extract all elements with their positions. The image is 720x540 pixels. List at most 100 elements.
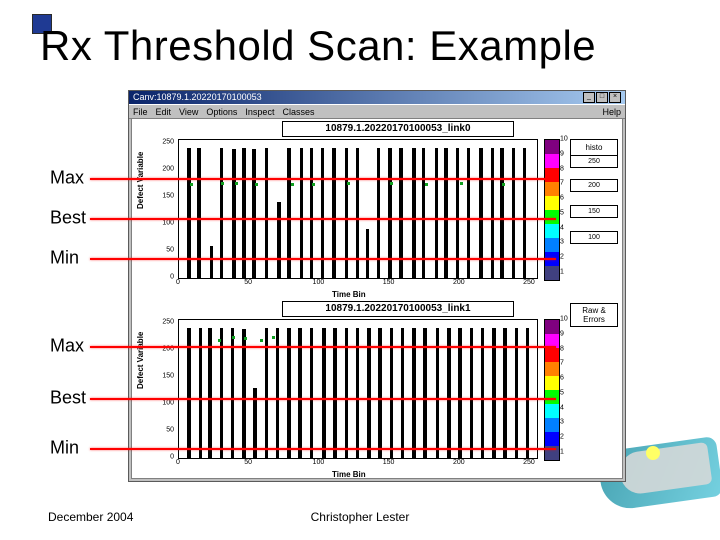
x-axis-label: Time Bin bbox=[332, 290, 366, 299]
window-title: Canv:10879.1.20220170100053 bbox=[133, 91, 262, 104]
annotation-line bbox=[90, 178, 556, 180]
colorbar-tick: 1 bbox=[560, 449, 564, 456]
data-bar bbox=[366, 229, 370, 278]
window-titlebar[interactable]: Canv:10879.1.20220170100053 _ □ × bbox=[129, 91, 625, 104]
y-tick: 200 bbox=[156, 165, 174, 172]
annotation-line bbox=[90, 398, 556, 400]
annotation-label: Min bbox=[50, 248, 79, 269]
close-icon[interactable]: × bbox=[609, 92, 621, 103]
data-bar bbox=[210, 246, 214, 278]
colorbar-tick: 2 bbox=[560, 254, 564, 261]
y-tick: 100 bbox=[156, 219, 174, 226]
colorbar-tick: 8 bbox=[560, 345, 564, 352]
marker-dot bbox=[221, 182, 224, 185]
y-tick: 50 bbox=[156, 246, 174, 253]
x-tick: 100 bbox=[313, 279, 325, 286]
colorbar-tick: 5 bbox=[560, 389, 564, 396]
marker-dot bbox=[190, 183, 193, 186]
colorbar-tick: 4 bbox=[560, 224, 564, 231]
y-tick: 250 bbox=[156, 318, 174, 325]
root-canvas: 10879.1.20220170100053_link0 Defect Varia… bbox=[131, 118, 623, 479]
marker-dot bbox=[291, 183, 294, 186]
annotation-line bbox=[90, 218, 556, 220]
annotation-label: Best bbox=[50, 208, 86, 229]
maximize-icon[interactable]: □ bbox=[596, 92, 608, 103]
marker-dot bbox=[260, 339, 263, 342]
plot-title: 10879.1.20220170100053_link1 bbox=[282, 301, 514, 317]
marker-dot bbox=[502, 183, 505, 186]
menu-item[interactable]: Options bbox=[206, 107, 237, 117]
annotation-label: Best bbox=[50, 388, 86, 409]
x-tick: 150 bbox=[383, 279, 395, 286]
x-tick: 150 bbox=[383, 459, 395, 466]
stats-box: 150 bbox=[570, 205, 618, 218]
y-tick: 50 bbox=[156, 426, 174, 433]
colorbar-tick: 7 bbox=[560, 180, 564, 187]
stats-box: 250 bbox=[570, 155, 618, 168]
menu-item[interactable]: Inspect bbox=[245, 107, 274, 117]
x-tick: 0 bbox=[176, 279, 180, 286]
marker-dot bbox=[390, 182, 393, 185]
x-tick: 200 bbox=[453, 459, 465, 466]
y-axis-label: Defect Variable bbox=[136, 332, 145, 389]
marker-dot bbox=[460, 182, 463, 185]
marker-dot bbox=[425, 183, 428, 186]
window-menubar: File Edit View Options Inspect Classes H… bbox=[129, 104, 625, 119]
x-tick: 0 bbox=[176, 459, 180, 466]
colorbar-tick: 3 bbox=[560, 239, 564, 246]
data-bar bbox=[277, 202, 281, 278]
marker-dot bbox=[255, 183, 258, 186]
annotation-label: Min bbox=[50, 438, 79, 459]
x-tick: 100 bbox=[313, 459, 325, 466]
colorbar-tick: 7 bbox=[560, 360, 564, 367]
annotation-line bbox=[90, 448, 556, 450]
stats-box: 200 bbox=[570, 179, 618, 192]
colorbar-tick: 2 bbox=[560, 434, 564, 441]
x-tick: 50 bbox=[244, 459, 252, 466]
colorbar-tick: 9 bbox=[560, 150, 564, 157]
slide: Rx Threshold Scan: Example Canv:10879.1.… bbox=[0, 0, 720, 540]
plot-title: 10879.1.20220170100053_link0 bbox=[282, 121, 514, 137]
x-tick: 250 bbox=[523, 279, 535, 286]
marker-dot bbox=[312, 183, 315, 186]
colorbar-tick: 3 bbox=[560, 419, 564, 426]
colorbar-tick: 10 bbox=[560, 316, 568, 323]
stats-box: Raw & Errors bbox=[570, 303, 618, 327]
x-tick: 250 bbox=[523, 459, 535, 466]
y-tick: 150 bbox=[156, 372, 174, 379]
marker-dot bbox=[232, 336, 235, 339]
menu-item[interactable]: File bbox=[133, 107, 148, 117]
marker-dot bbox=[235, 182, 238, 185]
x-tick: 50 bbox=[244, 279, 252, 286]
colorbar-tick: 10 bbox=[560, 136, 568, 143]
stats-box: 100 bbox=[570, 231, 618, 244]
marker-dot bbox=[272, 336, 275, 339]
menu-item[interactable]: View bbox=[179, 107, 198, 117]
footer-date: December 2004 bbox=[48, 510, 133, 524]
annotation-label: Max bbox=[50, 336, 84, 357]
y-tick: 100 bbox=[156, 399, 174, 406]
menu-item[interactable]: Edit bbox=[156, 107, 172, 117]
menu-help[interactable]: Help bbox=[602, 107, 621, 117]
x-axis-label: Time Bin bbox=[332, 470, 366, 479]
marker-dot bbox=[347, 182, 350, 185]
colorbar-tick: 8 bbox=[560, 165, 564, 172]
minimize-icon[interactable]: _ bbox=[583, 92, 595, 103]
marker-dot bbox=[244, 337, 247, 340]
colorbar-tick: 5 bbox=[560, 209, 564, 216]
x-tick: 200 bbox=[453, 279, 465, 286]
colorbar-tick: 1 bbox=[560, 269, 564, 276]
page-title: Rx Threshold Scan: Example bbox=[40, 22, 596, 70]
data-bar bbox=[242, 329, 246, 458]
plot-1: 10879.1.20220170100053_link1 Defect Varia… bbox=[132, 299, 622, 479]
footer-author: Christopher Lester bbox=[311, 510, 410, 524]
y-tick: 0 bbox=[156, 274, 174, 281]
menu-item[interactable]: Classes bbox=[282, 107, 314, 117]
colorbar-tick: 4 bbox=[560, 404, 564, 411]
plot-area bbox=[178, 319, 538, 459]
colorbar-tick: 9 bbox=[560, 330, 564, 337]
colorbar-tick: 6 bbox=[560, 375, 564, 382]
window-buttons: _ □ × bbox=[583, 92, 621, 103]
colorbar-tick: 6 bbox=[560, 195, 564, 202]
plot-0: 10879.1.20220170100053_link0Defect Varia… bbox=[132, 119, 622, 299]
